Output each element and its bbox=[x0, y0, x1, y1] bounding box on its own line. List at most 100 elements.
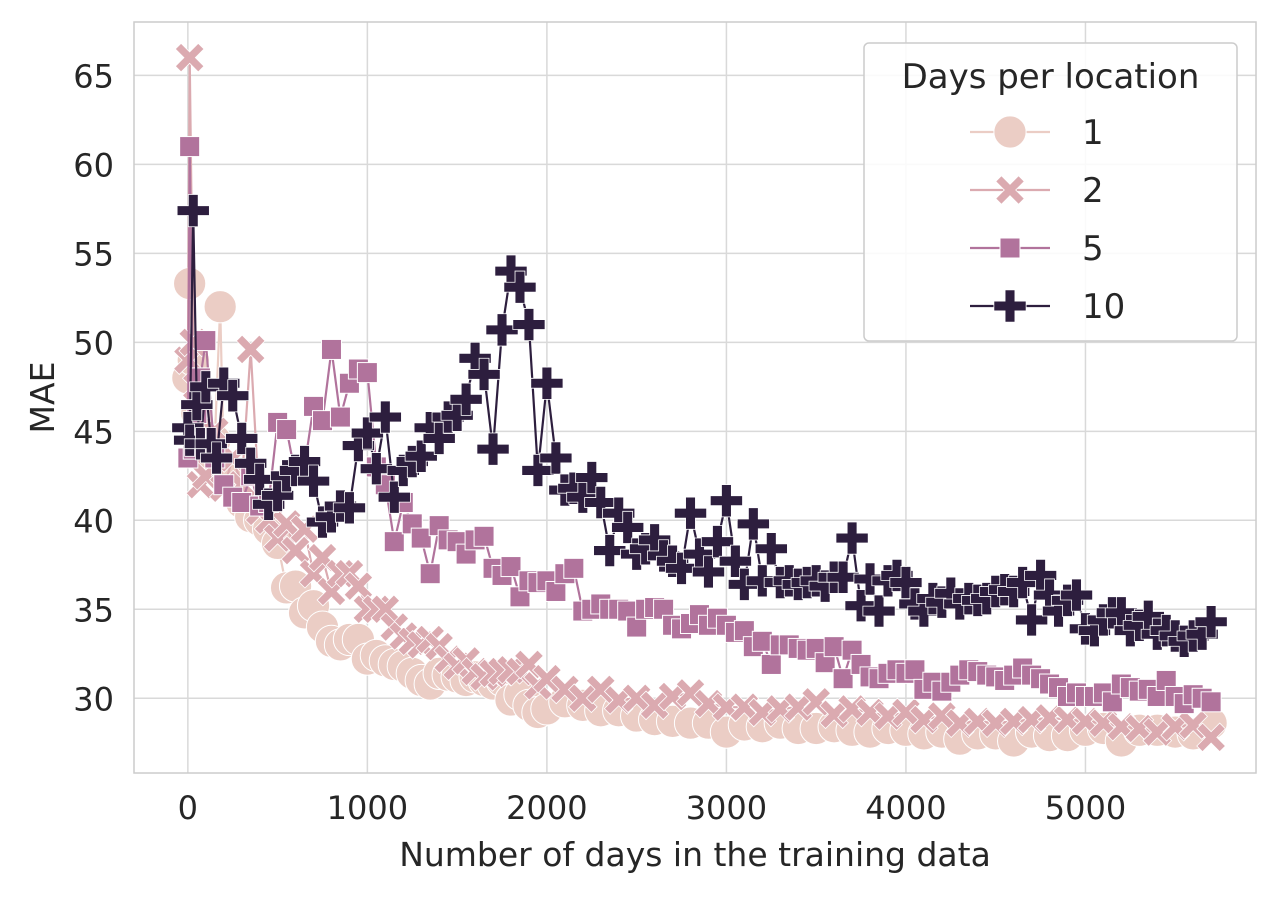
data-point bbox=[383, 531, 405, 553]
data-point bbox=[200, 441, 234, 475]
y-tick-label: 65 bbox=[73, 57, 114, 95]
data-point bbox=[530, 366, 564, 400]
legend: Days per location 1 2 5 10 bbox=[863, 42, 1238, 342]
y-axis-label: MAE bbox=[23, 362, 62, 434]
data-point bbox=[410, 527, 432, 549]
legend-entries: 1 2 5 10 bbox=[970, 113, 1125, 327]
data-point bbox=[404, 439, 438, 473]
data-point bbox=[1196, 722, 1226, 753]
data-point bbox=[1101, 691, 1123, 713]
data-point bbox=[1200, 691, 1222, 713]
data-point bbox=[350, 416, 384, 450]
data-point bbox=[993, 115, 1027, 149]
data-point bbox=[995, 175, 1025, 205]
data-point bbox=[665, 551, 699, 585]
y-tick-label: 45 bbox=[73, 413, 114, 451]
legend-entry: 10 bbox=[970, 287, 1125, 327]
data-point bbox=[904, 659, 926, 681]
data-point bbox=[419, 563, 441, 585]
data-point bbox=[467, 357, 501, 391]
y-tick-label: 35 bbox=[73, 591, 114, 629]
data-point bbox=[368, 400, 402, 434]
data-point bbox=[826, 560, 860, 594]
data-point bbox=[673, 496, 708, 530]
data-point bbox=[832, 668, 854, 690]
tick-layer: 0 1000 2000 3000 4000 5000 30 35 40 45 50 55 60 65 bbox=[73, 57, 1126, 827]
data-point bbox=[195, 330, 217, 352]
legend-entry: 5 bbox=[970, 229, 1104, 269]
data-point bbox=[862, 594, 896, 628]
x-tick-label: 4000 bbox=[865, 789, 946, 827]
data-point bbox=[563, 557, 585, 579]
data-point bbox=[844, 589, 878, 623]
data-point bbox=[311, 410, 333, 432]
data-point bbox=[626, 616, 648, 638]
y-tick-label: 60 bbox=[73, 146, 114, 184]
data-point bbox=[754, 532, 788, 566]
x-axis-label: Number of days in the training data bbox=[399, 835, 991, 874]
legend-entry: 1 bbox=[970, 113, 1104, 153]
data-point bbox=[691, 555, 725, 589]
data-point bbox=[709, 484, 743, 518]
data-point bbox=[174, 42, 205, 73]
data-point bbox=[835, 521, 869, 555]
data-point bbox=[512, 308, 546, 342]
data-point bbox=[356, 362, 378, 384]
data-point bbox=[1059, 578, 1093, 612]
legend-label: 2 bbox=[1082, 171, 1104, 211]
data-point bbox=[545, 580, 567, 602]
x-tick-label: 5000 bbox=[1045, 789, 1126, 827]
data-point bbox=[500, 556, 522, 578]
data-point bbox=[521, 453, 555, 487]
x-tick-label: 0 bbox=[178, 789, 198, 827]
data-point bbox=[745, 564, 779, 598]
legend-label: 1 bbox=[1082, 113, 1104, 153]
data-point bbox=[203, 290, 237, 324]
data-point bbox=[999, 237, 1021, 259]
data-point bbox=[503, 270, 537, 304]
series-layer bbox=[171, 42, 1228, 758]
data-point bbox=[1015, 603, 1049, 637]
data-point bbox=[179, 136, 201, 158]
data-point bbox=[332, 491, 366, 525]
x-tick-label: 1000 bbox=[327, 789, 408, 827]
data-point bbox=[296, 464, 331, 498]
y-tick-label: 30 bbox=[73, 680, 114, 718]
plot-frame bbox=[133, 21, 1257, 774]
data-point bbox=[1194, 605, 1228, 639]
data-point bbox=[231, 491, 253, 513]
series-2 bbox=[172, 42, 1226, 753]
data-point bbox=[736, 507, 770, 541]
data-point bbox=[235, 334, 266, 365]
legend-label: 10 bbox=[1082, 287, 1125, 327]
data-point bbox=[176, 194, 210, 228]
data-point bbox=[329, 406, 351, 428]
legend-box bbox=[863, 42, 1238, 342]
data-point bbox=[377, 480, 411, 514]
y-tick-label: 55 bbox=[73, 235, 114, 273]
data-point bbox=[593, 534, 627, 568]
data-point bbox=[449, 382, 483, 416]
legend-label: 5 bbox=[1082, 229, 1104, 269]
data-point bbox=[359, 452, 393, 486]
data-point bbox=[276, 419, 298, 441]
data-point bbox=[216, 379, 250, 413]
data-point bbox=[473, 525, 495, 547]
data-point bbox=[823, 636, 845, 658]
legend-entry: 2 bbox=[970, 171, 1104, 211]
data-point bbox=[584, 485, 618, 520]
x-tick-label: 2000 bbox=[506, 789, 587, 827]
data-point bbox=[320, 338, 342, 360]
legend-title: Days per location bbox=[902, 57, 1200, 97]
y-tick-label: 40 bbox=[73, 502, 114, 540]
data-point bbox=[751, 630, 773, 652]
data-point bbox=[476, 432, 510, 466]
data-point bbox=[485, 313, 519, 347]
data-point bbox=[993, 289, 1027, 323]
x-tick-label: 3000 bbox=[686, 789, 767, 827]
data-point bbox=[760, 653, 782, 675]
series-10 bbox=[171, 194, 1228, 658]
y-tick-label: 50 bbox=[73, 324, 114, 362]
